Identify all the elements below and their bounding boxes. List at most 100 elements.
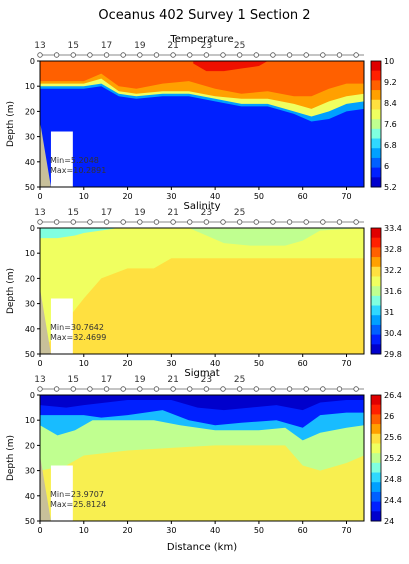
sigmat-colorbar-segment <box>371 472 381 483</box>
station-marker <box>120 386 126 392</box>
temperature-colorbar-label: 8.4 <box>384 99 397 108</box>
station-marker <box>70 219 76 225</box>
station-marker <box>336 219 343 225</box>
x-tick-label: 30 <box>166 192 176 201</box>
station-marker <box>103 386 110 392</box>
station-label: 15 <box>68 375 79 385</box>
station-marker <box>336 386 343 392</box>
station-marker <box>37 386 43 392</box>
station-label: 13 <box>34 375 45 385</box>
x-tick-label: 60 <box>298 192 308 201</box>
station-marker <box>320 52 326 58</box>
station-marker <box>353 386 359 392</box>
temperature-colorbar-segment <box>371 61 381 72</box>
salinity-plot-area <box>40 228 364 354</box>
x-tick-label: 70 <box>341 192 351 201</box>
station-label: 21 <box>167 41 178 51</box>
temperature-colorbar-segment <box>371 128 381 140</box>
salinity-colorbar-label: 31.6 <box>384 287 402 296</box>
station-marker <box>170 219 176 225</box>
x-tick-label: 40 <box>210 359 220 368</box>
x-tick-label: 70 <box>341 526 351 535</box>
station-marker <box>253 52 259 58</box>
x-tick-label: 50 <box>254 192 264 201</box>
salinity-colorbar-segment <box>371 315 381 326</box>
station-label: 17 <box>101 208 112 218</box>
station-marker <box>253 219 259 225</box>
station-marker <box>187 386 193 392</box>
sigmat-colorbar-segment <box>371 404 381 415</box>
y-tick-label: 0 <box>30 391 35 400</box>
sigmat-colorbar-label: 26 <box>384 412 394 421</box>
station-marker <box>303 52 309 58</box>
station-label: 19 <box>134 375 146 385</box>
sigmat-colorbar-label: 26.4 <box>384 391 402 400</box>
temperature-ylabel: Depth (m) <box>6 101 16 147</box>
y-tick-label: 0 <box>30 224 35 233</box>
station-marker <box>286 386 293 392</box>
station-marker <box>170 52 176 58</box>
station-marker <box>320 386 326 392</box>
station-marker <box>336 52 343 58</box>
y-tick-label: 30 <box>25 300 35 309</box>
y-tick-label: 40 <box>25 492 35 501</box>
station-marker <box>303 386 309 392</box>
station-marker <box>87 52 93 58</box>
y-tick-label: 20 <box>25 274 35 283</box>
station-label: 13 <box>34 208 45 218</box>
temperature-colorbar-segment <box>371 90 381 101</box>
x-axis-label: Distance (km) <box>167 542 237 553</box>
y-tick-label: 10 <box>25 249 35 258</box>
station-label: 25 <box>234 208 245 218</box>
sigmat-colorbar-segment <box>371 482 381 493</box>
station-marker <box>120 219 126 225</box>
sigmat-title: Sigmat <box>184 368 219 379</box>
salinity-colorbar-segment <box>371 286 381 297</box>
salinity-colorbar-segment <box>371 324 381 336</box>
station-marker <box>270 386 276 392</box>
station-marker <box>53 386 60 392</box>
station-marker <box>236 219 243 225</box>
y-tick-label: 50 <box>25 350 35 359</box>
station-label: 21 <box>167 375 178 385</box>
x-tick-label: 50 <box>254 526 264 535</box>
station-marker <box>353 219 359 225</box>
salinity-colorbar-label: 30.4 <box>384 329 402 338</box>
x-tick-label: 10 <box>79 526 89 535</box>
station-marker <box>137 219 143 225</box>
station-marker <box>220 219 226 225</box>
salinity-colorbar-segment <box>371 237 381 248</box>
station-marker <box>137 52 143 58</box>
station-label: 15 <box>68 208 79 218</box>
station-marker <box>320 219 326 225</box>
station-marker <box>120 52 126 58</box>
station-label: 25 <box>234 375 245 385</box>
sigmat-max-label: Max=25.8124 <box>50 500 106 509</box>
station-label: 17 <box>101 41 112 51</box>
x-tick-label: 50 <box>254 359 264 368</box>
x-tick-label: 30 <box>166 359 176 368</box>
sigmat-colorbar-frame <box>370 394 382 522</box>
temperature-colorbar-frame <box>370 60 382 188</box>
salinity-frame <box>39 227 365 355</box>
salinity-colorbar-label: 32.2 <box>384 266 402 275</box>
sigmat-min-label: Min=23.9707 <box>50 490 104 499</box>
sigmat-colorbar-segment <box>371 414 381 425</box>
sigmat-colorbar-segment <box>371 453 381 464</box>
x-tick-label: 40 <box>210 526 220 535</box>
station-marker <box>103 219 110 225</box>
station-marker <box>203 386 210 392</box>
sigmat-colorbar-segment <box>371 395 381 406</box>
salinity-colorbar-segment <box>371 305 381 316</box>
salinity-max-label: Max=32.4699 <box>50 333 106 342</box>
sigmat-seafloor <box>40 455 51 521</box>
temperature-colorbar-segment <box>371 70 381 81</box>
x-tick-label: 60 <box>298 359 308 368</box>
y-tick-label: 20 <box>25 107 35 116</box>
salinity-seafloor <box>40 288 51 354</box>
x-tick-label: 20 <box>122 526 132 535</box>
temperature-colorbar-label: 6 <box>384 162 389 171</box>
salinity-title: Salinity <box>184 201 221 212</box>
